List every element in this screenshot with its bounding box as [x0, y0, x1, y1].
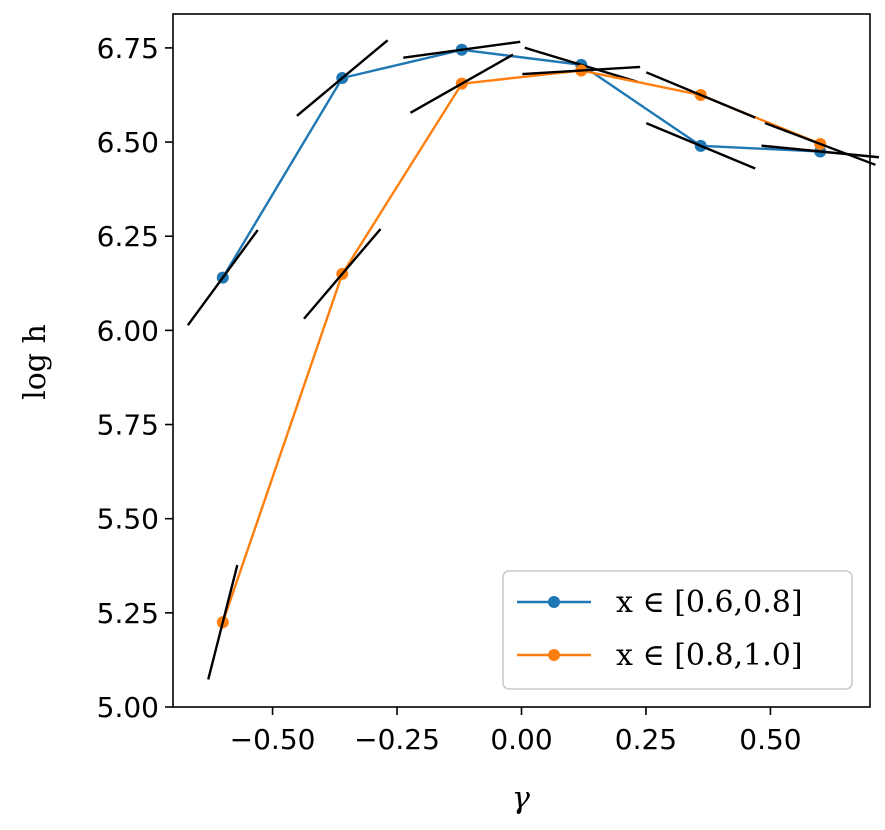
y-tick-label: 5.50	[97, 503, 159, 536]
y-tick-label: 6.75	[97, 32, 159, 65]
plot-area	[186, 39, 880, 680]
legend-marker	[548, 596, 560, 608]
y-tick-label: 5.75	[97, 409, 159, 442]
legend: x ∈ [0.6,0.8] x ∈ [0.8,1.0]	[502, 570, 853, 690]
tangent-line	[296, 39, 389, 117]
legend-label: x ∈ [0.6,0.8]	[616, 585, 803, 620]
legend-entry-2: x ∈ [0.8,1.0]	[517, 638, 803, 673]
tangent-line	[645, 71, 756, 119]
tangent-line	[186, 229, 259, 326]
tangent-line	[409, 53, 514, 114]
x-tick-label: 0.00	[490, 723, 552, 756]
legend-label: x ∈ [0.8,1.0]	[616, 638, 803, 673]
y-axis: 5.00 5.25 5.50 5.75 6.00 6.25 6.50 6.75	[97, 32, 173, 724]
tangent-line	[207, 564, 239, 680]
x-tick-label: −0.25	[354, 723, 440, 756]
y-tick-label: 6.50	[97, 126, 159, 159]
y-tick-label: 6.00	[97, 314, 159, 347]
x-tick-label: −0.50	[230, 723, 316, 756]
y-tick-label: 5.00	[97, 691, 159, 724]
legend-entry-1: x ∈ [0.6,0.8]	[517, 585, 803, 620]
tangent-line	[764, 121, 876, 166]
x-tick-label: 0.50	[739, 723, 801, 756]
tangent-line	[645, 122, 756, 170]
series-2	[207, 53, 876, 680]
x-axis: −0.50 −0.25 0.00 0.25 0.50	[230, 707, 802, 756]
y-axis-label: log h	[18, 324, 53, 400]
series-line	[221, 69, 821, 623]
x-axis-label: γ	[512, 781, 530, 816]
x-tick-label: 0.25	[615, 723, 677, 756]
series-1	[186, 39, 880, 326]
tangent-line	[403, 40, 521, 59]
tangent-line	[522, 65, 641, 76]
tangent-line	[761, 144, 880, 159]
legend-marker	[548, 649, 560, 661]
y-tick-label: 5.25	[97, 597, 159, 630]
series-line	[221, 48, 821, 279]
tangent-line	[303, 228, 382, 320]
legend-box	[502, 570, 853, 690]
y-tick-label: 6.25	[97, 220, 159, 253]
